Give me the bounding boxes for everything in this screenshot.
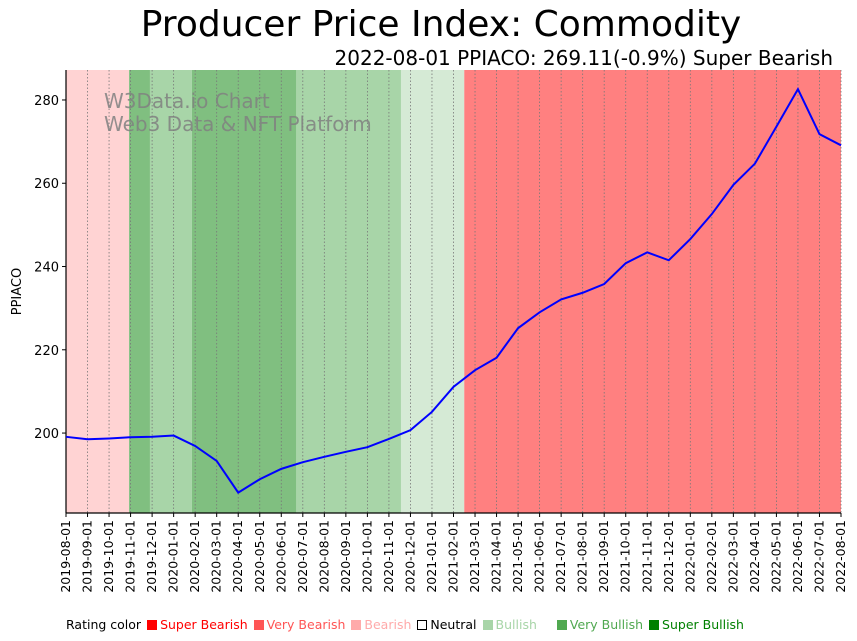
y-tick-label: 220 bbox=[34, 344, 59, 359]
x-tick-label: 2021-10-01 bbox=[618, 520, 633, 593]
rating-band-super-bearish bbox=[464, 70, 841, 513]
rating-band-bullish bbox=[149, 70, 192, 513]
x-tick-label: 2020-07-01 bbox=[295, 520, 310, 593]
x-tick-label: 2021-01-01 bbox=[424, 520, 439, 593]
legend-item-label: Super Bullish bbox=[662, 617, 744, 632]
legend-item-label: Bullish bbox=[495, 617, 537, 632]
rating-band-bullish bbox=[296, 70, 401, 513]
legend-item-label: Very Bearish bbox=[266, 617, 346, 632]
rating-band-very-bullish bbox=[129, 70, 150, 513]
legend-item-label: Bearish bbox=[364, 617, 412, 632]
legend-swatch bbox=[253, 619, 264, 630]
legend-swatch bbox=[417, 619, 428, 630]
x-tick-label: 2019-08-01 bbox=[58, 520, 73, 593]
legend-swatch bbox=[556, 619, 567, 630]
x-tick-label: 2020-03-01 bbox=[209, 520, 224, 593]
x-tick-label: 2022-08-01 bbox=[833, 520, 848, 593]
legend-swatch bbox=[147, 619, 158, 630]
rating-band-bearish bbox=[66, 70, 130, 513]
rating-band-very-bullish bbox=[191, 70, 297, 513]
y-tick-label: 240 bbox=[34, 261, 59, 276]
x-tick-label: 2022-01-01 bbox=[682, 520, 697, 593]
legend-swatch bbox=[351, 619, 362, 630]
y-tick-label: 280 bbox=[34, 94, 59, 109]
x-tick-label: 2022-02-01 bbox=[704, 520, 719, 593]
x-tick-label: 2020-02-01 bbox=[187, 520, 202, 593]
x-tick-label: 2020-09-01 bbox=[338, 520, 353, 593]
watermark-text: Web3 Data & NFT Platform bbox=[104, 112, 372, 136]
watermark-text: W3Data.io Chart bbox=[104, 89, 270, 113]
x-tick-label: 2020-06-01 bbox=[273, 520, 288, 593]
x-tick-label: 2019-10-01 bbox=[101, 520, 116, 593]
legend-item-label: Very Bullish bbox=[569, 617, 644, 632]
rating-legend: Rating color Super Bearish Very Bearish Be… bbox=[66, 617, 744, 632]
x-tick-label: 2022-03-01 bbox=[725, 520, 740, 593]
x-tick-label: 2021-12-01 bbox=[661, 520, 676, 593]
legend-swatch bbox=[649, 619, 660, 630]
x-tick-label: 2020-05-01 bbox=[252, 520, 267, 593]
x-tick-label: 2021-05-01 bbox=[510, 520, 525, 593]
x-tick-label: 2019-12-01 bbox=[144, 520, 159, 593]
x-tick-label: 2020-10-01 bbox=[359, 520, 374, 593]
legend-item-label: Super Bearish bbox=[160, 617, 248, 632]
legend-item: Super Bullish bbox=[649, 617, 744, 632]
x-tick-label: 2020-12-01 bbox=[402, 520, 417, 593]
x-tick-label: 2019-09-01 bbox=[80, 520, 95, 593]
x-tick-label: 2020-11-01 bbox=[381, 520, 396, 593]
x-tick-label: 2022-05-01 bbox=[768, 520, 783, 593]
legend-item: Bearish bbox=[351, 617, 411, 632]
x-tick-label: 2021-07-01 bbox=[553, 520, 568, 593]
x-tick-label: 2020-01-01 bbox=[166, 520, 181, 593]
x-tick-label: 2021-08-01 bbox=[575, 520, 590, 593]
y-tick-label: 200 bbox=[34, 427, 59, 442]
x-tick-label: 2021-11-01 bbox=[639, 520, 654, 593]
legend-item: Super Bearish bbox=[147, 617, 248, 632]
x-tick-label: 2021-06-01 bbox=[532, 520, 547, 593]
x-tick-label: 2022-06-01 bbox=[790, 520, 805, 593]
x-tick-label: 2021-02-01 bbox=[446, 520, 461, 593]
x-tick-label: 2020-08-01 bbox=[316, 520, 331, 593]
x-tick-label: 2021-04-01 bbox=[489, 520, 504, 593]
legend-swatch bbox=[482, 619, 493, 630]
y-axis-label: PPIACO bbox=[10, 268, 25, 316]
x-tick-label: 2021-09-01 bbox=[596, 520, 611, 593]
x-tick-label: 2020-04-01 bbox=[230, 520, 245, 593]
legend-item-label: Neutral bbox=[430, 617, 477, 632]
legend-item: Very Bearish bbox=[253, 617, 346, 632]
x-tick-label: 2021-03-01 bbox=[467, 520, 482, 593]
legend-item: Very Bullish bbox=[556, 617, 644, 632]
chart-title: Producer Price Index: Commodity bbox=[140, 4, 742, 45]
x-tick-label: 2019-11-01 bbox=[123, 520, 138, 593]
legend-item: Bullish bbox=[482, 617, 537, 632]
x-tick-label: 2022-07-01 bbox=[811, 520, 826, 593]
legend-item: Neutral bbox=[417, 617, 477, 632]
chart-subtitle: 2022-08-01 PPIACO: 269.11(-0.9%) Super B… bbox=[334, 46, 833, 70]
x-tick-label: 2022-04-01 bbox=[747, 520, 762, 593]
legend-label: Rating color bbox=[66, 617, 142, 632]
y-tick-label: 260 bbox=[34, 177, 59, 192]
